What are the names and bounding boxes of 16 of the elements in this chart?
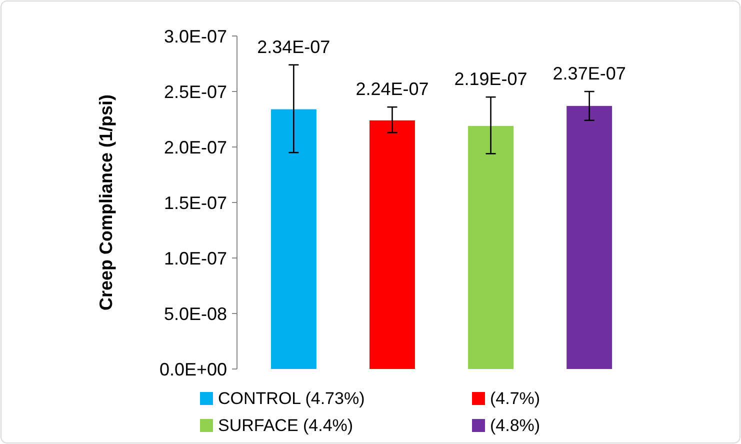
- y-tick-label: 1.5E-07: [164, 192, 227, 213]
- data-label: 2.19E-07: [454, 69, 528, 90]
- legend-label: (4.7%): [490, 389, 540, 408]
- y-tick-label: 0.0E+00: [159, 359, 227, 380]
- data-label: 2.37E-07: [552, 64, 626, 84]
- legend-label: (4.8%): [490, 416, 540, 435]
- data-label: 2.34E-07: [257, 36, 330, 57]
- legend-label: CONTROL (4.73%): [218, 389, 365, 408]
- y-axis-title: Creep Compliance (1/psi): [96, 94, 116, 311]
- y-tick-label: 1.0E-07: [164, 248, 227, 268]
- y-tick-label: 3.0E-07: [164, 26, 227, 46]
- legend-label: SURFACE (4.4%): [218, 416, 354, 435]
- y-tick-label: 2.5E-07: [164, 82, 227, 102]
- y-tick-label: 2.0E-07: [164, 137, 227, 158]
- data-label: 2.24E-07: [356, 79, 429, 100]
- y-tick-label: 5.0E-08: [164, 304, 227, 324]
